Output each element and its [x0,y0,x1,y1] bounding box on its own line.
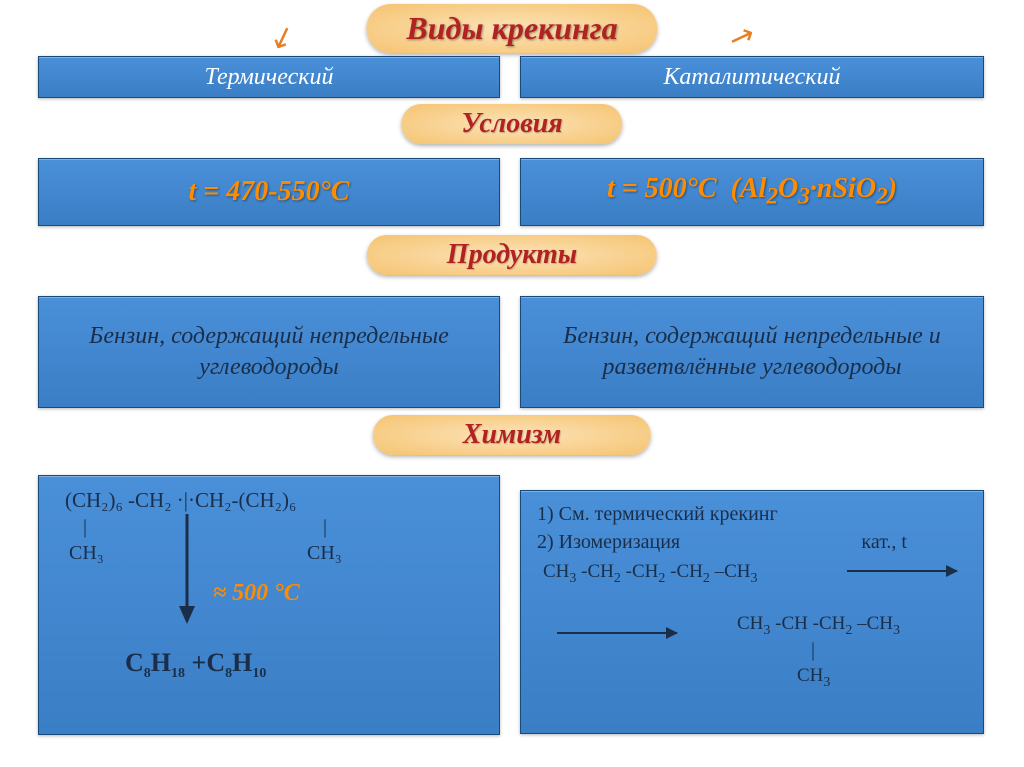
chem-left-bond1: | [83,516,87,539]
arrow-right-decorator: ↘ [724,17,760,58]
chem-right-item2: 2) Изомеризация [537,531,680,554]
chem-right-note: кат., t [861,531,907,554]
chem-left-ch3-2: CH₃ [307,542,342,565]
chem-right-formula2: CH3 -CH -CH2 –CH3 [737,613,900,639]
left-column-header: Термический [38,56,500,98]
main-title-text: Виды крекинга [406,10,617,46]
left-product-text: Бензин, содержащий непредельные углеводо… [43,321,495,383]
chem-left-result: C8H18 +C8H10 [125,648,266,682]
arrow-icon-1 [847,559,957,582]
products-pill: Продукты [367,235,657,275]
main-title-pill: Виды крекинга [366,4,657,53]
chem-right-ch3: CH3 [797,665,830,691]
right-conditions-box: t = 500°C (Al2O3·nSiO2) [520,158,984,226]
left-temp-text: t = 470-550°C [189,176,350,208]
chem-right-item1: 1) См. термический крекинг [537,503,778,526]
conditions-label: Условия [461,108,562,139]
left-conditions-box: t = 470-550°C [38,158,500,226]
arrow-icon-2 [557,621,677,644]
chem-left-bond2: | [323,516,327,539]
left-header-text: Термический [205,64,334,91]
chem-right-formula1: CH3 -CH2 -CH2 -CH2 –CH3 [543,561,758,587]
chemistry-label: Химизм [463,419,561,450]
chem-left-line1: (CH₂)₆ -CH₂ ·|·CH₂-(CH₂)₆ [65,488,296,513]
chem-left-ch3-1: CH₃ [69,542,104,565]
down-arrow-icon [175,514,199,634]
right-temp-text: t = 500°C (Al2O3·nSiO2) [607,173,897,211]
right-header-text: Каталитический [663,64,840,91]
right-products-box: Бензин, содержащий непредельные и развет… [520,296,984,408]
chem-left-temp: ≈ 500 °C [213,580,300,607]
conditions-pill: Условия [401,104,622,144]
right-column-header: Каталитический [520,56,984,98]
left-products-box: Бензин, содержащий непредельные углеводо… [38,296,500,408]
products-label: Продукты [447,239,577,270]
left-chemistry-box: (CH₂)₆ -CH₂ ·|·CH₂-(CH₂)₆ | | CH₃ CH₃ ≈ … [38,475,500,735]
right-product-text: Бензин, содержащий непредельные и развет… [525,321,979,383]
chemistry-pill: Химизм [373,415,651,455]
chem-right-bond: | [811,639,815,662]
right-chemistry-box: 1) См. термический крекинг 2) Изомеризац… [520,490,984,734]
arrow-left-decorator: ↙ [265,17,301,58]
